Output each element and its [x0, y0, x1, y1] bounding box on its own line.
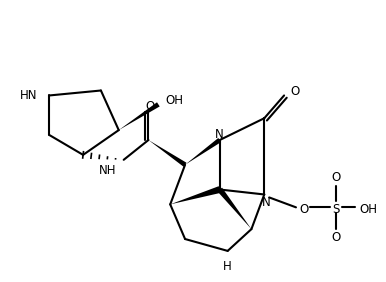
- Polygon shape: [149, 140, 186, 167]
- Polygon shape: [217, 188, 251, 229]
- Text: HN: HN: [20, 89, 37, 102]
- Text: H: H: [223, 260, 232, 273]
- Text: NH: NH: [99, 164, 117, 177]
- Text: OH: OH: [359, 203, 378, 216]
- Text: S: S: [332, 203, 339, 216]
- Text: N: N: [262, 196, 271, 209]
- Text: O: O: [146, 100, 155, 113]
- Polygon shape: [170, 186, 221, 204]
- Polygon shape: [119, 102, 160, 130]
- Text: O: O: [331, 231, 340, 244]
- Text: O: O: [290, 85, 299, 98]
- Text: O: O: [331, 171, 340, 184]
- Text: N: N: [215, 127, 224, 140]
- Text: O: O: [299, 203, 308, 216]
- Polygon shape: [185, 138, 221, 165]
- Text: OH: OH: [165, 94, 183, 107]
